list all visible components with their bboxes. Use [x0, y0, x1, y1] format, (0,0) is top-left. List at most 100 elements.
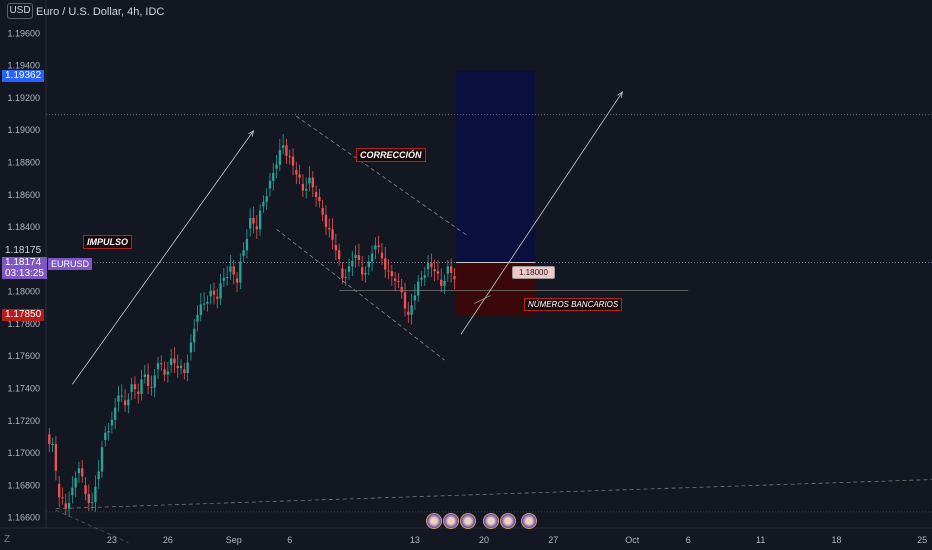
price-note-label[interactable]: 1.18000	[512, 266, 555, 279]
target-arrow	[460, 91, 623, 335]
candle-body	[202, 303, 206, 305]
candle-body	[449, 266, 453, 273]
candle-body	[430, 263, 433, 268]
candle-body	[229, 266, 232, 272]
candle-body	[222, 277, 226, 281]
candle-body	[351, 260, 354, 267]
correccion-label[interactable]: CORRECCIÓN	[356, 148, 426, 162]
candle-body	[166, 371, 170, 375]
candle-body	[252, 217, 255, 224]
candle-body	[443, 280, 446, 286]
y-tick-label: 1.19200	[7, 93, 40, 103]
candle-body	[298, 174, 301, 178]
candle-body	[265, 196, 268, 202]
y-tick-label: 1.16800	[7, 480, 40, 490]
x-tick-label: 6	[686, 535, 691, 545]
note-pointer	[474, 295, 491, 304]
currency-button[interactable]: USD	[7, 3, 33, 19]
y-tick-label: 1.18600	[7, 190, 40, 200]
candle-body	[305, 188, 308, 191]
y-tick-label: 1.17000	[7, 448, 40, 458]
candle-body	[54, 444, 58, 471]
y-tick-label: 1.18400	[7, 222, 40, 232]
x-tick-label: Sep	[226, 535, 242, 545]
candle-body	[104, 432, 107, 440]
y-tick-label: 1.19600	[7, 28, 40, 38]
candle-body	[120, 395, 123, 397]
impulso-label[interactable]: IMPULSO	[83, 235, 133, 249]
candle-body	[196, 314, 199, 322]
y-tick-label: 1.17200	[7, 416, 40, 426]
candle-body	[186, 362, 189, 373]
target-arrow-head	[617, 91, 623, 99]
x-tick-label: 27	[548, 535, 558, 545]
candle-body	[393, 278, 397, 281]
candle-body	[127, 399, 130, 406]
candle-body	[423, 275, 426, 278]
candle-body	[272, 172, 275, 181]
event-badge-icon[interactable]	[500, 513, 516, 529]
y-tick-label: 1.17800	[7, 319, 40, 329]
event-badge-icon[interactable]	[426, 513, 442, 529]
candle-body	[179, 365, 183, 369]
candle-body	[387, 270, 390, 272]
candle-body	[189, 342, 193, 353]
candle-body	[123, 400, 127, 406]
candle-body	[407, 311, 410, 315]
candle-body	[364, 272, 367, 275]
last-price-tag: 1.18174 03:13:25	[2, 257, 47, 279]
candle-body	[268, 180, 272, 189]
candle-body	[446, 266, 449, 274]
event-badge-icon[interactable]	[483, 513, 499, 529]
candle-body	[301, 184, 305, 191]
event-badges[interactable]	[426, 513, 537, 529]
candle-body	[212, 290, 216, 295]
trend-line-lower	[55, 509, 129, 543]
x-tick-label: 13	[410, 535, 420, 545]
candle-body	[156, 363, 160, 370]
candle-body	[242, 250, 245, 256]
symbol-title: Euro / U.S. Dollar, 4h, IDC	[36, 6, 165, 18]
candle-body	[193, 328, 196, 343]
candle-body	[97, 471, 100, 480]
candle-body	[67, 502, 71, 509]
candle-body	[77, 468, 81, 474]
event-badge-icon[interactable]	[460, 513, 476, 529]
candle-body	[390, 271, 393, 277]
last-price-value: 1.18174	[5, 257, 42, 268]
numeros-bancarios-label[interactable]: NÚMEROS BANCARIOS	[524, 298, 623, 311]
candle-body	[417, 281, 420, 296]
target-price-tag: 1.19362	[2, 70, 45, 82]
y-tick-label: 1.17600	[7, 351, 40, 361]
candle-body	[235, 278, 239, 283]
candle-body	[216, 296, 219, 299]
candle-body	[331, 229, 334, 240]
stop-price-tag: 1.17850	[2, 309, 45, 321]
candle-body	[281, 145, 285, 148]
candle-body	[133, 384, 137, 390]
target-zone	[456, 70, 536, 263]
candle-body	[258, 210, 262, 230]
candle-body	[334, 245, 337, 251]
candle-body	[433, 269, 436, 272]
candle-body	[173, 358, 176, 364]
candle-body	[321, 207, 324, 215]
candle-body	[48, 434, 51, 445]
candle-body	[209, 290, 212, 297]
candle-body	[426, 263, 430, 270]
event-badge-icon[interactable]	[521, 513, 537, 529]
candle-body	[163, 369, 166, 375]
candle-body	[170, 358, 173, 365]
impulse-arrow-head	[248, 129, 255, 137]
candle-body	[146, 374, 150, 386]
candle-body	[225, 276, 229, 278]
candle-body	[308, 177, 311, 184]
zoom-button[interactable]: Z	[4, 534, 11, 545]
candle-body	[71, 487, 74, 496]
candle-body	[377, 245, 380, 248]
event-badge-icon[interactable]	[443, 513, 459, 529]
candle-body	[232, 266, 235, 275]
x-tick-label: Oct	[625, 535, 640, 545]
candle-body	[410, 305, 413, 315]
